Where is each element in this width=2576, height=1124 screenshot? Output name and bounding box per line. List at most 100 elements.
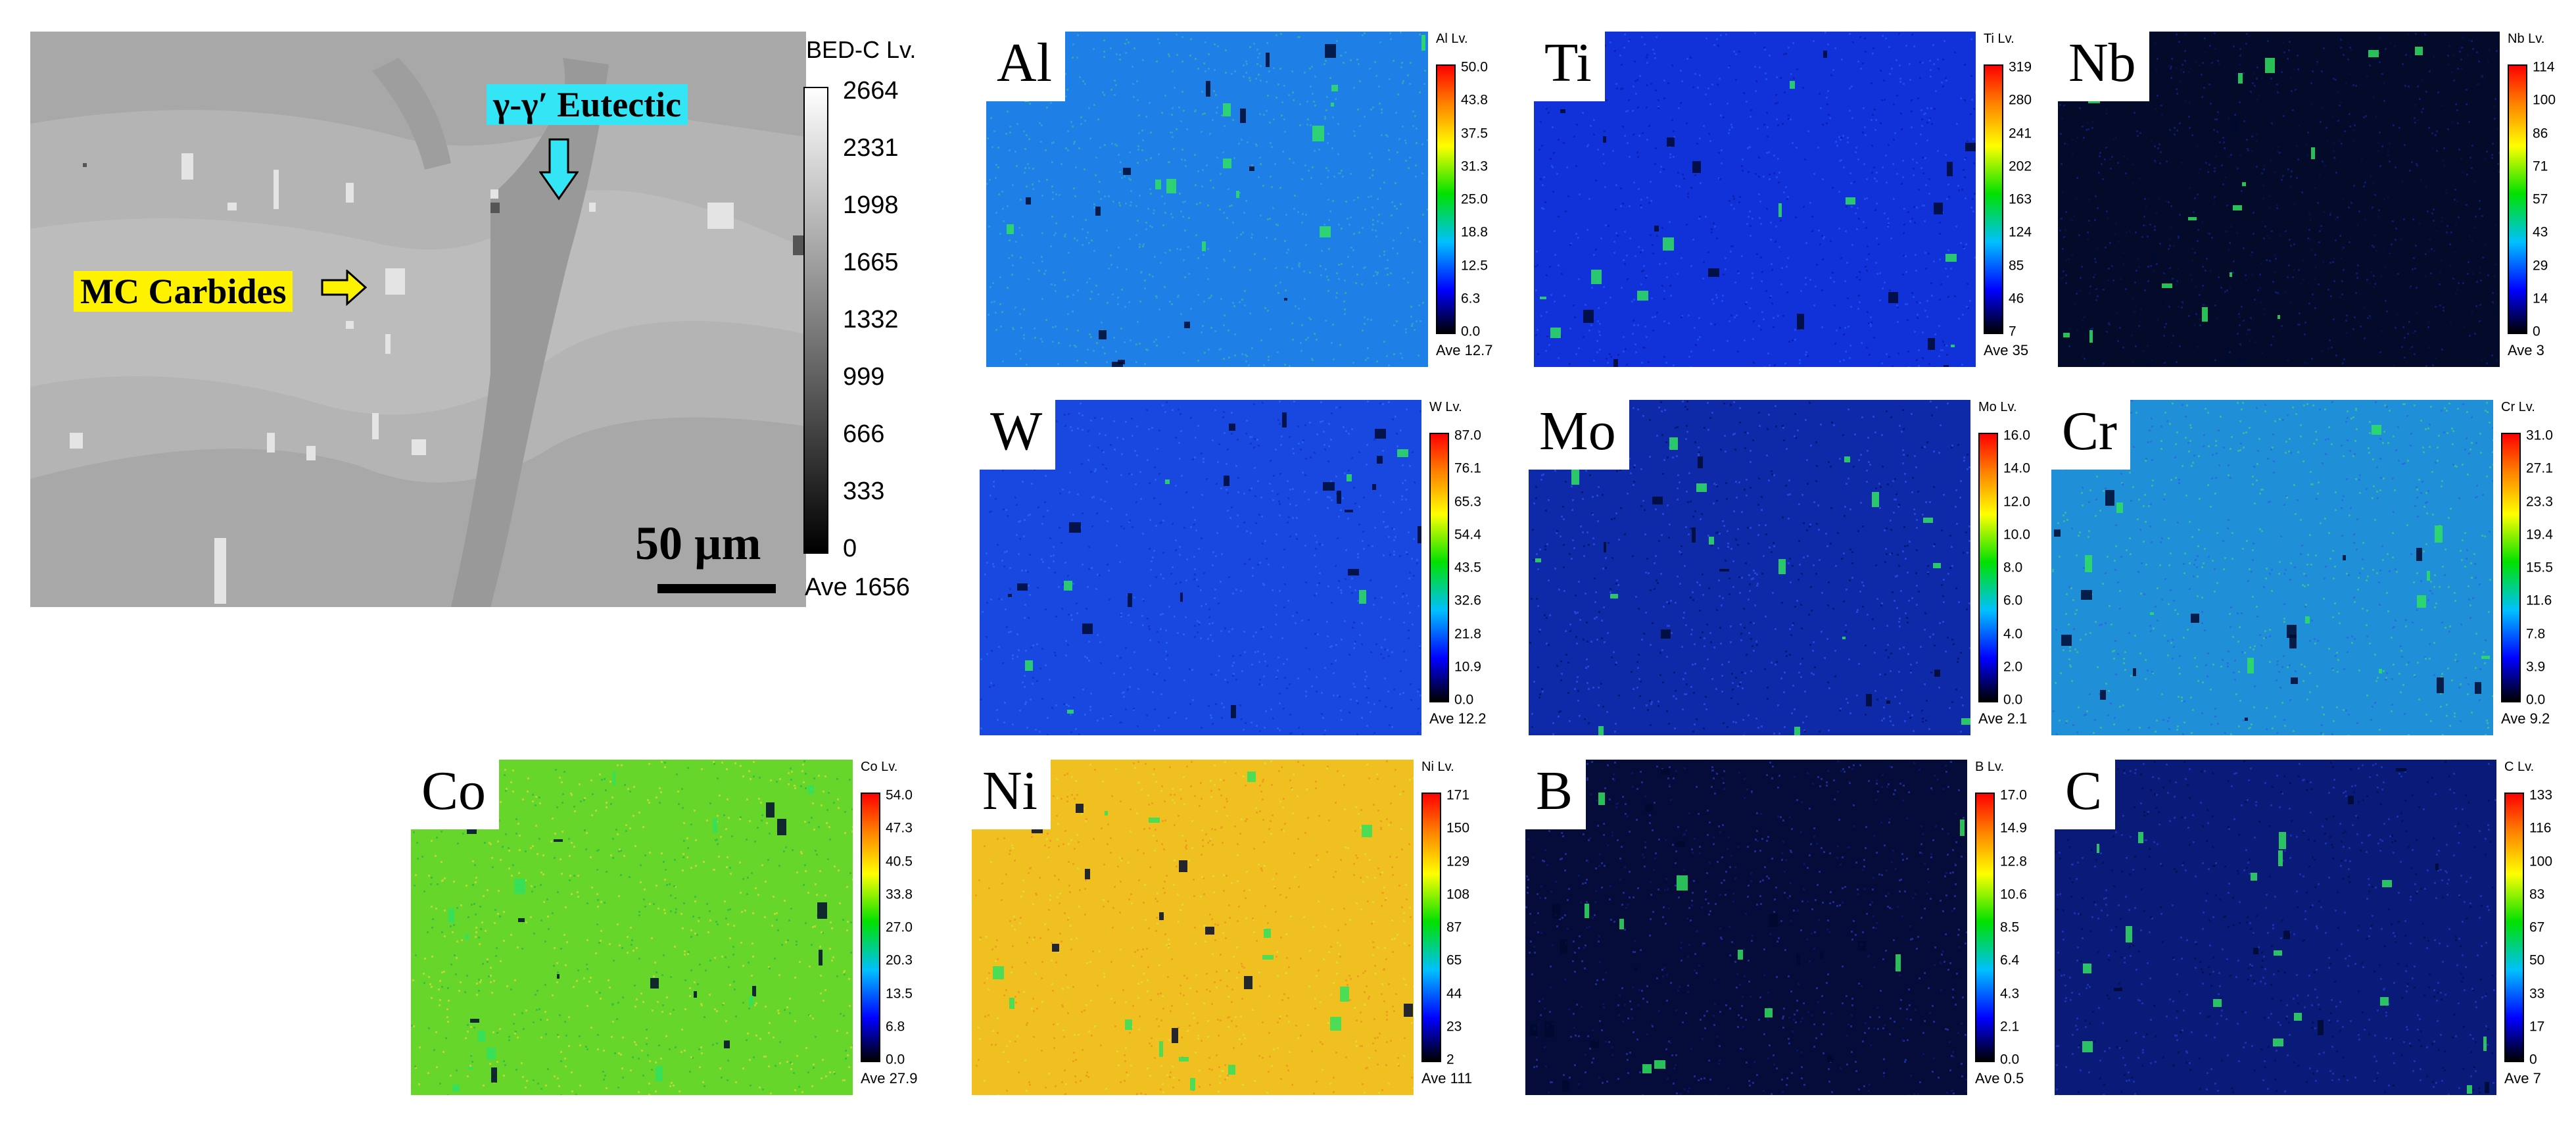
nb-colorbar-tick: 14 (2533, 291, 2548, 306)
nb-colorbar-tick: 71 (2533, 159, 2548, 174)
c-lv-title: C Lv. (2504, 760, 2535, 774)
b-element-label: B (1525, 760, 1586, 829)
bed-tick: 2664 (843, 77, 899, 105)
b-colorbar-tick: 0.0 (2000, 1052, 2020, 1067)
c-colorbar-tick: 67 (2529, 919, 2545, 935)
cr-colorbar-tick: 27.1 (2526, 460, 2553, 476)
cr-colorbar-tick: 3.9 (2526, 659, 2546, 675)
eutectic-annotation: γ-γ′ Eutectic (487, 84, 688, 125)
mo-colorbar-tick: 8.0 (2003, 560, 2023, 575)
cr-colorbar (2501, 433, 2521, 702)
ni-colorbar-tick: 23 (1446, 1019, 1462, 1035)
mo-colorbar-tick: 6.0 (2003, 593, 2023, 608)
ni-colorbar-tick: 150 (1446, 820, 1470, 836)
al-colorbar-tick: 18.8 (1461, 224, 1488, 240)
cr-lv-title: Cr Lv. (2501, 400, 2535, 414)
mo-colorbar-tick: 0.0 (2003, 692, 2023, 708)
al-element-label: Al (986, 32, 1065, 101)
w-map-graphic (980, 400, 1421, 735)
co-colorbar-tick: 40.5 (886, 854, 913, 869)
ni-average: Ave 111 (1421, 1070, 1473, 1087)
b-map-graphic (1525, 760, 1967, 1095)
b-colorbar-tick: 12.8 (2000, 854, 2027, 869)
cr-colorbar-tick: 0.0 (2526, 692, 2546, 708)
mo-colorbar-tick: 10.0 (2003, 527, 2030, 543)
w-element-label: W (980, 400, 1056, 470)
bed-tick: 1665 (843, 249, 899, 276)
cr-colorbar-tick: 31.0 (2526, 428, 2553, 443)
nb-colorbar-tick: 29 (2533, 258, 2548, 273)
ni-colorbar-tick: 171 (1446, 787, 1470, 803)
nb-colorbar-tick: 0 (2533, 324, 2540, 339)
map-w: W (980, 400, 1421, 735)
ti-colorbar-tick: 202 (2009, 159, 2032, 174)
ni-element-label: Ni (972, 760, 1051, 829)
map-ni: Ni (972, 760, 1414, 1095)
mo-element-label: Mo (1529, 400, 1629, 470)
bed-tick: 2331 (843, 134, 899, 162)
ni-colorbar-tick: 2 (1446, 1052, 1454, 1067)
ti-colorbar-tick: 46 (2009, 291, 2024, 306)
ti-colorbar-tick: 241 (2009, 126, 2032, 141)
w-colorbar-tick: 87.0 (1454, 428, 1481, 443)
mo-lv-title: Mo Lv. (1978, 400, 2017, 414)
map-b: B (1525, 760, 1967, 1095)
w-colorbar-tick: 43.5 (1454, 560, 1481, 575)
carbides-arrow-icon (321, 270, 367, 306)
b-colorbar-tick: 2.1 (2000, 1019, 2020, 1035)
al-colorbar-tick: 25.0 (1461, 191, 1488, 207)
bed-tick: 666 (843, 420, 885, 448)
b-colorbar-tick: 8.5 (2000, 919, 2020, 935)
bse-image (30, 32, 806, 607)
b-colorbar-tick: 4.3 (2000, 986, 2020, 1001)
map-nb: Nb (2058, 32, 2500, 367)
ti-average: Ave 35 (1984, 342, 2029, 358)
b-colorbar-tick: 17.0 (2000, 787, 2027, 803)
bse-micrograph-graphic (30, 32, 806, 607)
al-colorbar (1436, 64, 1456, 334)
co-colorbar (861, 793, 880, 1062)
map-ti: Ti (1534, 32, 1976, 367)
b-average: Ave 0.5 (1975, 1070, 2024, 1087)
co-colorbar-tick: 6.8 (886, 1019, 905, 1035)
al-colorbar-tick: 37.5 (1461, 126, 1488, 141)
ni-lv-title: Ni Lv. (1421, 760, 1454, 774)
c-colorbar-tick: 50 (2529, 952, 2545, 968)
bed-tick: 999 (843, 363, 885, 391)
al-colorbar-tick: 50.0 (1461, 59, 1488, 75)
bed-tick: 0 (843, 535, 857, 562)
b-colorbar-tick: 10.6 (2000, 887, 2027, 902)
bed-tick: 1332 (843, 306, 899, 333)
mo-colorbar-tick: 12.0 (2003, 494, 2030, 509)
mo-colorbar (1978, 433, 1998, 702)
c-colorbar-tick: 33 (2529, 986, 2545, 1001)
al-colorbar-tick: 43.8 (1461, 92, 1488, 108)
co-lv-title: Co Lv. (861, 760, 898, 774)
bed-lv-title: BED-C Lv. (806, 36, 917, 63)
map-cr: Cr (2051, 400, 2493, 735)
cr-element-label: Cr (2051, 400, 2130, 470)
ti-colorbar-tick: 85 (2009, 258, 2024, 273)
ni-colorbar (1421, 793, 1441, 1062)
w-lv-title: W Lv. (1429, 400, 1462, 414)
scale-bar-label: 50 µm (635, 517, 761, 570)
cr-colorbar-tick: 23.3 (2526, 494, 2553, 509)
cr-colorbar-tick: 19.4 (2526, 527, 2553, 543)
ni-colorbar-tick: 44 (1446, 986, 1462, 1001)
al-colorbar-tick: 0.0 (1461, 324, 1481, 339)
ti-colorbar (1984, 64, 2003, 334)
co-colorbar-tick: 33.8 (886, 887, 913, 902)
w-colorbar-tick: 0.0 (1454, 692, 1474, 708)
w-colorbar-tick: 21.8 (1454, 626, 1481, 641)
bed-average: Ave 1656 (805, 574, 910, 601)
ni-colorbar-tick: 108 (1446, 887, 1470, 902)
bed-tick: 333 (843, 477, 885, 505)
ti-element-label: Ti (1534, 32, 1605, 101)
b-colorbar (1975, 793, 1995, 1062)
nb-colorbar-tick: 114 (2533, 59, 2555, 75)
c-colorbar-tick: 133 (2529, 787, 2553, 803)
co-element-label: Co (411, 760, 500, 829)
al-colorbar-tick: 12.5 (1461, 258, 1488, 273)
ti-colorbar-tick: 280 (2009, 92, 2032, 108)
nb-lv-title: Nb Lv. (2508, 32, 2545, 46)
